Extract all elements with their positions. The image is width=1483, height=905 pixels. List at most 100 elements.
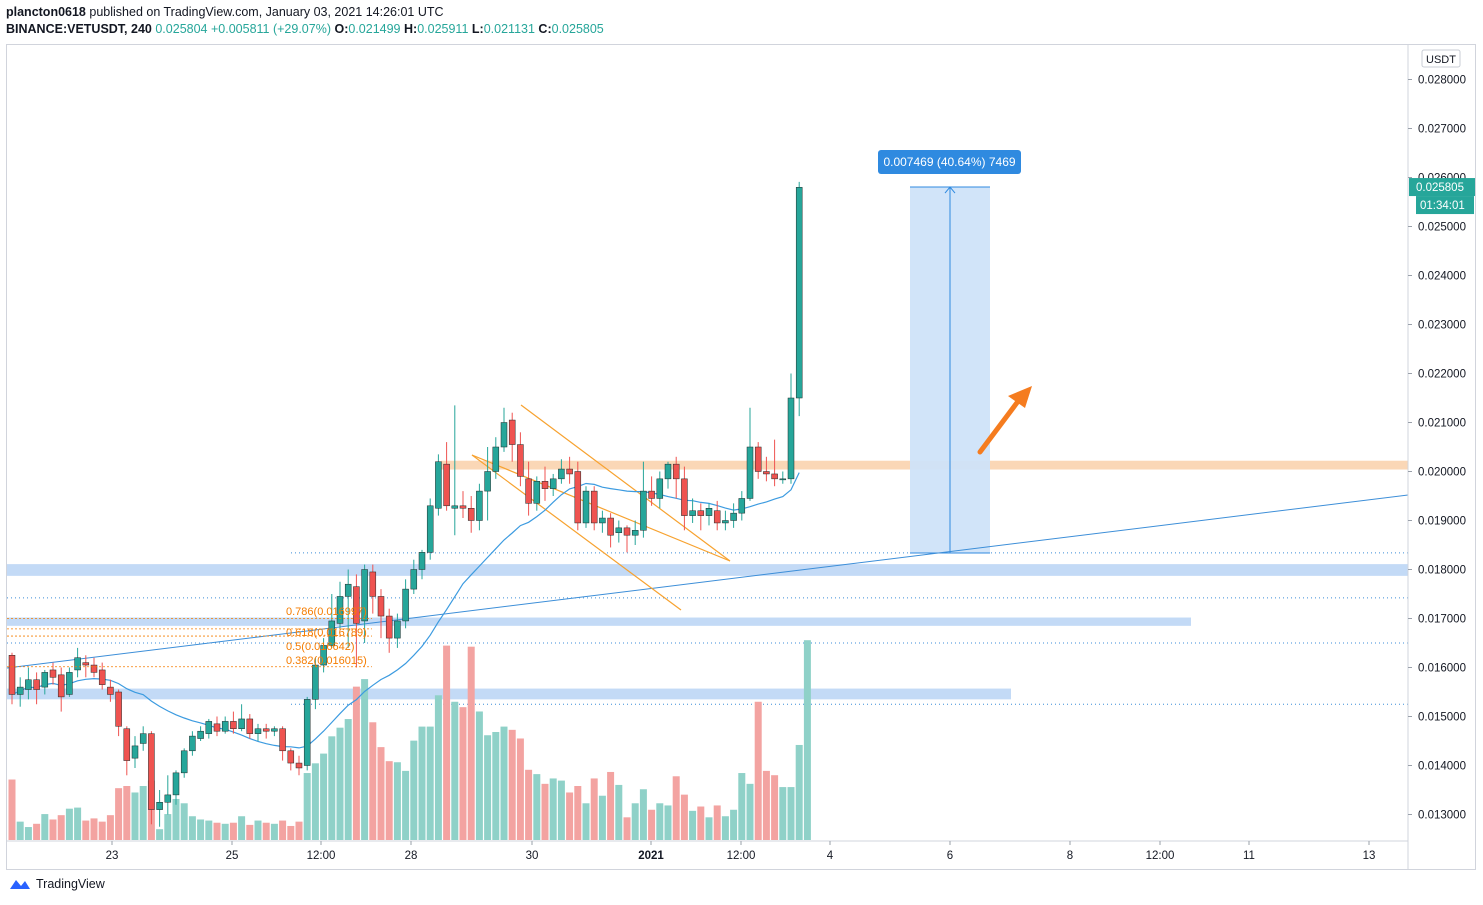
volume-bar (623, 817, 631, 840)
volume-bar (525, 769, 533, 840)
volume-bar (738, 773, 746, 840)
symbol-name[interactable]: BINANCE:VETUSDT, 240 (6, 22, 152, 36)
candle-body (287, 750, 295, 764)
volume-bar (287, 825, 295, 840)
price-tick-label: 0.016000 (1418, 663, 1466, 675)
falling-channel-lower-line (471, 454, 682, 611)
price-tick-label: 0.023000 (1418, 320, 1466, 332)
volume-layer (8, 640, 811, 840)
candle-body (98, 669, 106, 685)
zone-support-blue-3 (7, 688, 1011, 700)
volume-bar (631, 803, 639, 840)
candle-body (574, 471, 582, 524)
candle-body (49, 669, 57, 678)
volume-bar (65, 808, 73, 840)
fib-level-label: 0.786(0.016997) (286, 606, 367, 618)
candle-body (238, 718, 245, 730)
volume-bar (516, 738, 524, 840)
volume-bar (639, 789, 647, 840)
volume-bar (705, 817, 713, 840)
last-price: 0.025804 (155, 22, 208, 36)
candle-body (139, 733, 147, 744)
volume-bar (762, 770, 770, 840)
falling-channel-upper-line (471, 454, 731, 562)
time-tick-label: 6 (947, 850, 953, 862)
volume-bar (164, 814, 172, 840)
volume-bar (459, 707, 467, 840)
candle-body (410, 569, 418, 590)
volume-bar (213, 822, 221, 840)
volume-bar (229, 822, 237, 840)
candle-body (295, 762, 303, 769)
price-tick-label: 0.019000 (1418, 516, 1466, 528)
candle-body (713, 510, 721, 524)
candle-body (664, 463, 672, 480)
candle-body (385, 615, 393, 639)
candle-body (590, 490, 598, 524)
volume-bar (467, 646, 475, 840)
price-tick-label: 0.014000 (1418, 761, 1466, 773)
time-tick-label: 13 (1363, 850, 1376, 862)
candle-body (640, 490, 647, 531)
volume-bar (549, 778, 557, 840)
candle-body (418, 552, 426, 570)
candle-body (533, 481, 541, 504)
price-tick-label: 0.017000 (1418, 614, 1466, 626)
volume-bar (754, 701, 762, 840)
volume-bar (475, 711, 483, 840)
candle-body (656, 478, 664, 499)
volume-bar (721, 816, 729, 840)
candle-body (328, 620, 336, 646)
volume-bar (500, 726, 508, 840)
candle-body (525, 478, 532, 504)
volume-bar (779, 787, 787, 840)
volume-bar (443, 645, 451, 840)
candle-body (705, 508, 713, 516)
zones-layer: 0.007469 (40.64%) 7469 (7, 150, 1408, 705)
volume-bar (262, 822, 270, 840)
measure-label: 0.007469 (40.64%) 7469 (883, 155, 1015, 169)
volume-bar (418, 726, 426, 840)
candle-body (681, 478, 688, 516)
price-tick-label: 0.028000 (1418, 75, 1466, 87)
candle-body (615, 527, 623, 533)
up-arrow-head (1008, 386, 1032, 408)
volume-bar (24, 827, 32, 840)
volume-bar (246, 824, 254, 840)
candle-body (74, 657, 81, 671)
author-name[interactable]: plancton0618 (6, 5, 86, 19)
volume-bar (361, 679, 369, 840)
candle-body (582, 490, 590, 524)
candle-body (467, 508, 475, 521)
candle-body (500, 422, 508, 448)
price-tick-label: 0.021000 (1418, 418, 1466, 430)
candle-body (361, 569, 368, 622)
candle-body (492, 446, 500, 472)
volume-bar (697, 806, 705, 840)
open-value: 0.021499 (348, 22, 401, 36)
volume-bar (803, 640, 811, 840)
candle-body (763, 471, 770, 475)
candle-body (123, 728, 131, 761)
time-tick-label: 8 (1067, 850, 1073, 862)
candle-body (779, 478, 787, 481)
volume-bar (131, 792, 139, 840)
candle-body (549, 478, 557, 489)
price-tick-label: 0.018000 (1418, 565, 1466, 577)
candle-body (57, 674, 65, 698)
candle-body (484, 471, 491, 492)
volume-bar (680, 794, 688, 840)
candle-body (730, 512, 737, 521)
chart-frame (6, 44, 1476, 870)
volume-bar (566, 792, 574, 840)
tradingview-footer[interactable]: TradingView (8, 877, 105, 891)
volume-bar (106, 815, 114, 840)
candle-body (795, 187, 803, 399)
volume-bar (98, 821, 106, 840)
volume-bar (328, 736, 336, 840)
candle-body (344, 583, 352, 597)
falling-channel-top-line (520, 404, 731, 562)
candle-body (82, 662, 90, 666)
last-price-label: 0.025805 (1416, 182, 1464, 194)
